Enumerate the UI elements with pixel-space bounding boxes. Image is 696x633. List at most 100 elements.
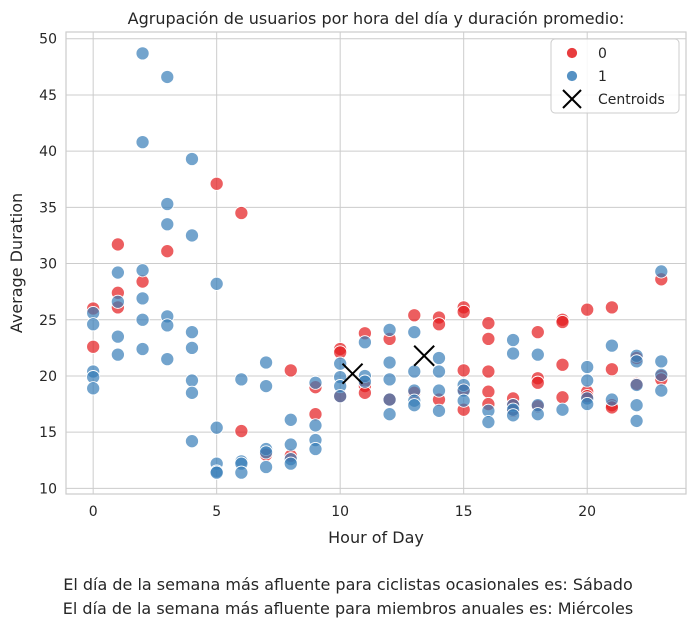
point-cluster-1 [506, 346, 521, 361]
y-tick-label: 30 [39, 257, 57, 273]
point-cluster-1 [333, 356, 348, 371]
point-cluster-1 [654, 354, 669, 369]
legend-marker-1 [566, 70, 578, 82]
point-cluster-1 [283, 437, 298, 452]
point-cluster-0 [481, 384, 496, 399]
point-cluster-1 [184, 373, 200, 388]
point-cluster-1 [259, 379, 274, 394]
point-cluster-1 [160, 217, 175, 232]
point-cluster-1 [184, 228, 200, 243]
point-cluster-1 [604, 392, 619, 407]
legend-marker-centroids [562, 89, 582, 109]
chart-title: Agrupación de usuarios por hora del día … [128, 9, 625, 28]
point-cluster-1 [481, 415, 496, 430]
point-cluster-0 [555, 314, 570, 330]
point-cluster-1 [580, 373, 595, 388]
point-cluster-1 [283, 412, 298, 427]
y-tick-label: 15 [39, 425, 57, 441]
point-cluster-1 [135, 291, 150, 306]
point-cluster-1 [407, 325, 422, 340]
x-tick-label: 5 [212, 504, 221, 520]
point-cluster-1 [654, 264, 669, 279]
y-tick-label: 35 [39, 200, 57, 216]
point-cluster-1 [382, 407, 397, 422]
point-cluster-0 [160, 244, 175, 259]
point-cluster-1 [629, 354, 644, 369]
x-tick-label: 10 [331, 504, 349, 520]
point-cluster-1 [283, 456, 298, 471]
point-cluster-0 [481, 331, 496, 346]
point-cluster-0 [209, 176, 224, 191]
point-cluster-1 [160, 318, 175, 333]
legend-label: 0 [598, 46, 607, 62]
point-cluster-1 [135, 46, 150, 61]
point-cluster-1 [160, 352, 175, 367]
point-cluster-0 [283, 363, 298, 378]
point-cluster-1 [110, 294, 125, 309]
legend-box [550, 38, 680, 114]
point-cluster-1 [555, 402, 570, 417]
point-cluster-1 [333, 389, 348, 404]
point-cluster-1 [629, 377, 644, 393]
point-cluster-1 [357, 374, 372, 389]
x-axis-label: Hour of Day [328, 528, 424, 547]
point-cluster-1 [604, 338, 619, 353]
point-cluster-1 [135, 341, 150, 357]
point-cluster-1 [110, 265, 125, 280]
point-cluster-1 [234, 372, 249, 387]
y-tick-label: 50 [39, 32, 57, 48]
point-cluster-1 [259, 459, 274, 475]
point-cluster-1 [654, 367, 669, 382]
point-cluster-1 [184, 340, 200, 355]
y-tick-label: 20 [39, 369, 57, 385]
point-cluster-1 [160, 69, 175, 85]
point-cluster-1 [308, 441, 323, 457]
y-tick-label: 40 [39, 144, 57, 160]
point-cluster-1 [234, 465, 249, 480]
point-cluster-0 [456, 363, 471, 378]
point-cluster-1 [86, 317, 101, 332]
point-cluster-1 [456, 393, 471, 408]
y-tick-label: 10 [39, 481, 57, 497]
plot-frame [65, 31, 687, 495]
y-tick-label: 25 [39, 313, 57, 329]
point-cluster-1 [407, 364, 422, 379]
point-cluster-1 [259, 355, 274, 370]
point-cluster-0 [407, 308, 422, 323]
point-cluster-1 [184, 385, 200, 400]
point-cluster-0 [481, 364, 496, 379]
point-cluster-0 [110, 237, 125, 252]
x-tick-label: 0 [89, 504, 98, 520]
point-cluster-1 [629, 398, 644, 413]
point-cluster-1 [530, 407, 545, 422]
point-cluster-1 [308, 375, 323, 390]
point-cluster-1 [654, 383, 669, 398]
point-cluster-1 [259, 445, 274, 460]
point-cluster-0 [604, 362, 619, 377]
legend-label: 1 [598, 69, 607, 85]
point-cluster-1 [580, 359, 595, 375]
point-cluster-1 [431, 364, 447, 379]
point-cluster-1 [184, 434, 200, 449]
point-cluster-0 [604, 300, 619, 315]
point-cluster-0 [456, 304, 471, 319]
point-cluster-1 [308, 418, 323, 433]
point-cluster-1 [160, 196, 175, 212]
centroid-marker [413, 345, 435, 367]
point-cluster-1 [135, 263, 150, 278]
point-cluster-1 [506, 332, 521, 348]
point-cluster-1 [184, 325, 200, 340]
point-cluster-0 [431, 317, 447, 332]
point-cluster-1 [382, 372, 397, 387]
point-cluster-0 [555, 390, 570, 405]
point-cluster-1 [530, 347, 545, 362]
point-cluster-1 [135, 312, 150, 327]
point-cluster-1 [209, 465, 224, 480]
point-cluster-1 [184, 151, 200, 167]
point-cluster-0 [481, 316, 496, 331]
point-cluster-1 [407, 398, 422, 413]
y-axis-label: Average Duration [7, 193, 26, 333]
point-cluster-0 [234, 424, 249, 439]
